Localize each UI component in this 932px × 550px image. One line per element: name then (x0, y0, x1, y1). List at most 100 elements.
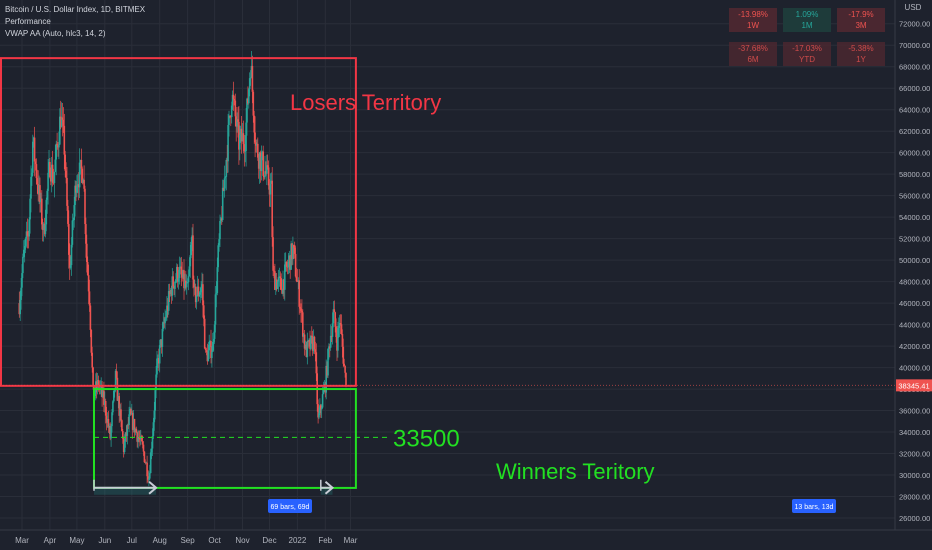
indicator-performance[interactable]: Performance (5, 17, 51, 26)
candle-body (61, 117, 64, 120)
candle-body (140, 436, 143, 442)
time-axis[interactable]: Mar Apr May Jun Jul Aug Sep Oct Nov Dec 2022 Feb Mar (0, 529, 932, 545)
candle-body (204, 348, 207, 351)
candle-body (58, 144, 60, 148)
candle-body (55, 143, 57, 160)
candle-body (78, 162, 81, 188)
candle-body (223, 178, 226, 191)
candle-body (341, 333, 344, 347)
indicator-vwap[interactable]: VWAP AA (Auto, hlc3, 14, 2) (5, 29, 106, 38)
performance-period: 6M (747, 55, 759, 64)
candle-body (271, 180, 273, 238)
candle-body (258, 152, 261, 169)
time-tick: Feb (318, 536, 332, 545)
candle-body (64, 154, 66, 171)
candle-body (221, 218, 223, 221)
performance-value: -13.98% (738, 10, 768, 19)
time-tick: Nov (235, 536, 249, 545)
candle-body (196, 286, 199, 296)
candle-body (29, 198, 31, 220)
candle-body (216, 267, 219, 294)
price-tick: 34000.00 (899, 428, 930, 437)
candle-body (234, 100, 237, 117)
candle-body (114, 370, 117, 391)
candle-body (268, 185, 271, 195)
candle-body (241, 133, 244, 142)
candle-body (336, 337, 338, 351)
candle-body (325, 365, 327, 393)
candle-body (154, 390, 156, 411)
candle-body (169, 289, 172, 294)
candle-body (30, 176, 32, 199)
price-tick: 70000.00 (899, 41, 930, 50)
candle-body (105, 415, 108, 423)
candle-body (135, 428, 138, 433)
candle-body (134, 428, 137, 433)
last-price-tag (896, 379, 932, 392)
currency-label: USD (905, 3, 922, 12)
time-tick: Jun (98, 536, 111, 545)
performance-cell-1y: -5.38% 1Y (837, 42, 885, 66)
candle-body (240, 128, 243, 142)
candle-body (263, 175, 265, 178)
candle-body (317, 404, 319, 418)
candle-body (237, 119, 239, 122)
candle-body (251, 65, 254, 92)
candle-body (163, 322, 165, 324)
candle-body (132, 418, 135, 430)
price-tick: 58000.00 (899, 170, 930, 179)
candle-body (28, 219, 30, 237)
candle-body (308, 339, 310, 342)
candle-body (318, 413, 320, 418)
candle-body (63, 125, 66, 155)
candle-body (85, 224, 87, 244)
candle-body (217, 245, 219, 268)
candle-body (160, 339, 163, 347)
candle-body (266, 165, 268, 174)
candle-body (150, 448, 153, 453)
candle-body (111, 412, 113, 427)
time-tick: 2022 (289, 536, 307, 545)
candle-body (342, 346, 345, 364)
candle-body (260, 156, 263, 172)
candle-body (77, 184, 79, 187)
candle-body (96, 379, 99, 389)
candle-body (41, 224, 44, 230)
candle-body (212, 341, 214, 352)
candle-body (167, 305, 169, 311)
candle-body (99, 386, 102, 388)
candle-body (259, 152, 262, 172)
candle-body (39, 185, 41, 203)
candle-body (270, 180, 273, 184)
candle-body (33, 137, 36, 162)
candle-body (238, 121, 240, 150)
price-tick: 60000.00 (899, 149, 930, 158)
candles (18, 51, 347, 487)
candle-body (44, 224, 47, 235)
candle-body (88, 291, 91, 306)
candle-body (253, 115, 255, 133)
candle-body (21, 273, 23, 288)
range-69d-label-box (268, 499, 312, 513)
candle-body (214, 294, 217, 325)
candle-body (185, 280, 187, 288)
range-13d-label: 13 bars, 13d (795, 504, 834, 511)
candle-body (53, 171, 56, 184)
candle-body (306, 340, 309, 357)
candle-body (330, 335, 333, 337)
candle-body (338, 323, 341, 326)
candle-body (195, 295, 198, 303)
candle-body (295, 276, 298, 282)
range-69d-label: 69 bars, 69d (271, 504, 310, 511)
candle-body (162, 322, 165, 329)
candle-body (276, 281, 279, 289)
candle-body (73, 205, 75, 221)
candle-body (50, 177, 52, 182)
candle-body (248, 89, 250, 104)
candle-body (54, 159, 57, 172)
candle-body (59, 116, 62, 127)
candle-body (175, 279, 177, 282)
candle-body (255, 142, 257, 146)
